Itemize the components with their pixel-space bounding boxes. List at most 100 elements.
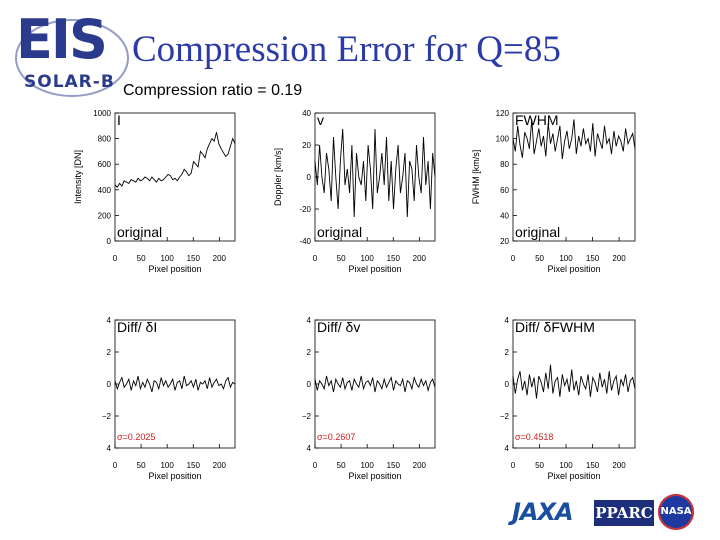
- intensity-diff-xtick-label: 100: [160, 461, 174, 470]
- doppler-diff-sigma-label: σ=0.2607: [317, 432, 355, 442]
- fwhm-original-frame: [512, 112, 636, 242]
- fwhm-original-ytick-label: 100: [496, 135, 510, 144]
- intensity-diff-xtick-label: 150: [187, 461, 201, 470]
- intensity-original-ytick-label: 200: [98, 211, 112, 220]
- doppler-diff-ytick-label: 0: [307, 380, 312, 389]
- doppler-diff-ytick-label: 4: [307, 316, 312, 325]
- intensity-original-frame: [114, 112, 236, 242]
- intensity-original-ytick-label: 400: [98, 186, 112, 195]
- doppler-original-xtick-label: 0: [313, 254, 318, 263]
- nasa-logo: NASA: [658, 494, 694, 530]
- fwhm-diff-ytick-label: 2: [505, 348, 510, 357]
- intensity-diff-xtick-label: 200: [213, 461, 227, 470]
- fwhm-original-ytick-label: 80: [500, 160, 509, 169]
- fwhm-original-ytick-label: 20: [500, 237, 509, 246]
- doppler-original-xtick-label: 50: [337, 254, 346, 263]
- fwhm-original-ytick-label: 120: [496, 109, 510, 118]
- doppler-original-xtick-label: 200: [413, 254, 427, 263]
- fwhm-original-xtick-label: 0: [511, 254, 516, 263]
- intensity-diff-ytick-label: 2: [107, 348, 112, 357]
- intensity-diff-ytick-label: −2: [102, 412, 112, 421]
- intensity-original-xtick-label: 0: [113, 254, 118, 263]
- logo-eis-text: EIS: [16, 8, 108, 71]
- intensity-original-series-line: [114, 132, 236, 188]
- doppler-diff-xtick-label: 150: [387, 461, 401, 470]
- compression-ratio-subtitle: Compression ratio = 0.19: [123, 82, 303, 99]
- intensity-original-ytick-label: 1000: [93, 109, 111, 118]
- doppler-diff-ytick-label: 4: [307, 444, 312, 453]
- fwhm-original-ytick-label: 40: [500, 211, 509, 220]
- fwhm-diff-xlabel: Pixel position: [547, 471, 600, 481]
- page-title: Compression Error for Q=85: [132, 29, 561, 70]
- doppler-original-ytick-label: -40: [299, 237, 311, 246]
- fwhm-diff-ytick-label: 0: [505, 380, 510, 389]
- intensity-original-xtick-label: 100: [160, 254, 174, 263]
- fwhm-diff-panel-label: Diff/ δFWHM: [515, 319, 595, 335]
- intensity-diff-ytick-label: 4: [107, 444, 112, 453]
- fwhm-original-xtick-label: 100: [559, 254, 573, 263]
- doppler-diff-ytick-label: 2: [307, 348, 312, 357]
- doppler-diff-xlabel: Pixel position: [348, 471, 401, 481]
- doppler-diff-xtick-label: 100: [360, 461, 374, 470]
- fwhm-original-series-line: [512, 119, 636, 160]
- intensity-original-ytick-label: 600: [98, 160, 112, 169]
- doppler-original-ytick-label: 20: [302, 141, 311, 150]
- intensity-original-xlabel: Pixel position: [148, 264, 201, 274]
- doppler-diff-series-line: [314, 375, 436, 393]
- fwhm-diff-xtick-label: 100: [559, 461, 573, 470]
- intensity-original-xtick-label: 150: [187, 254, 201, 263]
- fwhm-original-xtick-label: 150: [586, 254, 600, 263]
- fwhm-original-panel-label: FWHM: [515, 112, 559, 128]
- fwhm-diff-ytick-label: 4: [505, 316, 510, 325]
- doppler-original-xlabel: Pixel position: [348, 264, 401, 274]
- doppler-diff-xtick-label: 0: [313, 461, 318, 470]
- pparc-logo: PPARC: [594, 500, 654, 526]
- intensity-diff-ytick-label: 4: [107, 316, 112, 325]
- intensity-original-ytick-label: 800: [98, 135, 112, 144]
- doppler-original-xtick-label: 150: [387, 254, 401, 263]
- intensity-diff-sigma-label: σ=0.2025: [117, 432, 155, 442]
- doppler-original-ylabel: Doppler [km/s]: [273, 148, 283, 206]
- doppler-original-xtick-label: 100: [360, 254, 374, 263]
- doppler-original-series-line: [314, 128, 436, 218]
- logo-solar-b-text: SOLAR-B: [24, 72, 115, 92]
- doppler-original-annotation: original: [317, 224, 362, 240]
- fwhm-original-xtick-label: 200: [612, 254, 626, 263]
- doppler-diff-panel-label: Diff/ δv: [317, 319, 360, 335]
- fwhm-diff-ytick-label: −2: [500, 412, 510, 421]
- doppler-original-panel-label: v: [317, 112, 324, 128]
- logo-ring-icon: [15, 19, 129, 97]
- intensity-original-ytick-label: 0: [107, 237, 112, 246]
- intensity-diff-xlabel: Pixel position: [148, 471, 201, 481]
- doppler-original-ytick-label: 40: [302, 109, 311, 118]
- doppler-diff-ytick-label: −2: [302, 412, 312, 421]
- fwhm-original-xtick-label: 50: [535, 254, 544, 263]
- intensity-diff-xtick-label: 0: [113, 461, 118, 470]
- doppler-diff-xtick-label: 50: [337, 461, 346, 470]
- intensity-diff-panel-label: Diff/ δI: [117, 319, 157, 335]
- doppler-original-ytick-label: -20: [299, 205, 311, 214]
- intensity-original-annotation: original: [117, 224, 162, 240]
- fwhm-diff-xtick-label: 50: [535, 461, 544, 470]
- intensity-original-ylabel: Intensity [DN]: [73, 150, 83, 204]
- footer-logos: JAXA PPARC NASA: [508, 492, 708, 538]
- fwhm-original-ylabel: FWHM [km/s]: [471, 150, 481, 205]
- fwhm-diff-xtick-label: 0: [511, 461, 516, 470]
- intensity-diff-xtick-label: 50: [137, 461, 146, 470]
- jaxa-logo: JAXA: [512, 498, 574, 526]
- intensity-original-panel-label: I: [117, 112, 121, 128]
- fwhm-original-ytick-label: 60: [500, 186, 509, 195]
- fwhm-original-xlabel: Pixel position: [547, 264, 600, 274]
- intensity-diff-ytick-label: 0: [107, 380, 112, 389]
- eis-solar-b-logo: EIS SOLAR-B: [14, 8, 129, 97]
- fwhm-diff-ytick-label: 4: [505, 444, 510, 453]
- fwhm-diff-series-line: [512, 364, 636, 399]
- intensity-original-xtick-label: 50: [137, 254, 146, 263]
- fwhm-diff-xtick-label: 150: [586, 461, 600, 470]
- fwhm-original-annotation: original: [515, 224, 560, 240]
- intensity-original-xtick-label: 200: [213, 254, 227, 263]
- doppler-original-ytick-label: 0: [307, 173, 312, 182]
- fwhm-diff-xtick-label: 200: [612, 461, 626, 470]
- intensity-diff-series-line: [114, 375, 236, 393]
